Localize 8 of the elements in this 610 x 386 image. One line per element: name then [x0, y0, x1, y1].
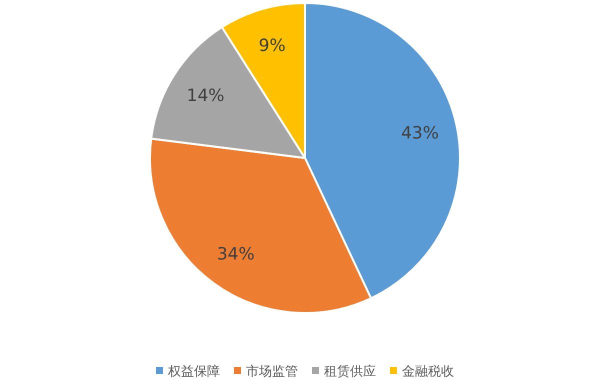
legend-label: 租赁供应: [324, 364, 376, 380]
data-label: 9%: [258, 36, 286, 56]
data-label: 14%: [186, 86, 224, 106]
legend-label: 金融税收: [402, 364, 454, 380]
legend-label: 市场监管: [246, 364, 298, 380]
data-label: 43%: [401, 123, 439, 144]
legend-label: 权益保障: [167, 364, 220, 380]
data-label: 34%: [216, 244, 255, 264]
